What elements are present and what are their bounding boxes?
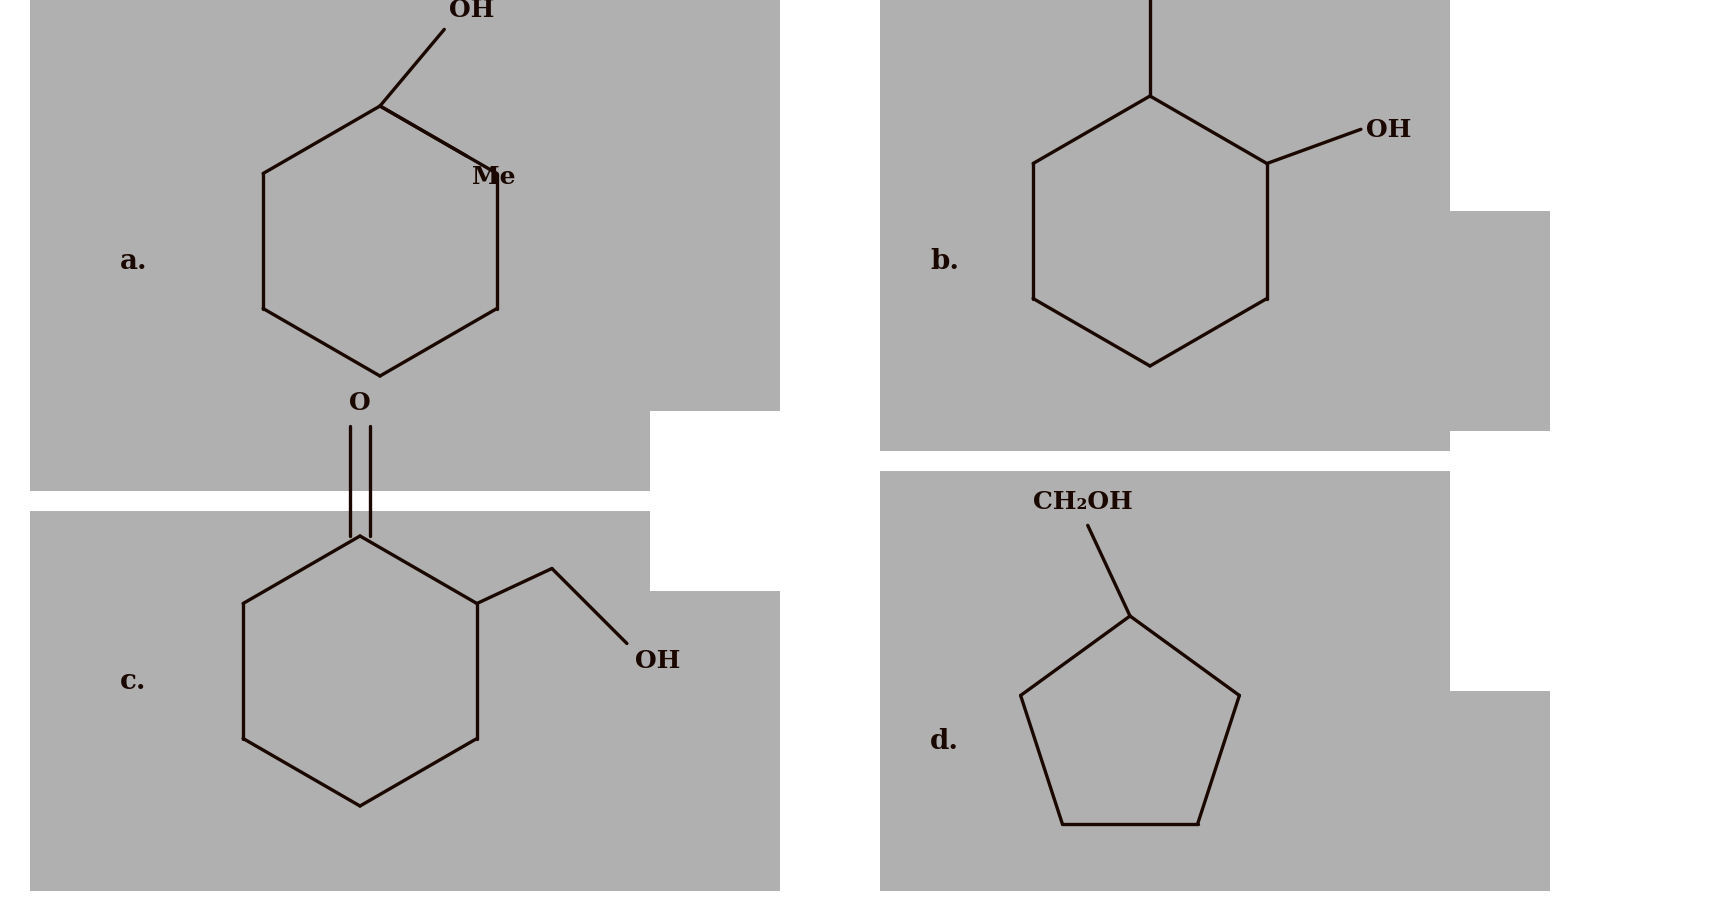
Polygon shape: [880, 472, 1549, 891]
Text: a.: a.: [120, 248, 147, 275]
Polygon shape: [880, 0, 1549, 452]
Text: OH: OH: [1366, 118, 1411, 142]
Text: OH: OH: [449, 0, 495, 23]
Text: OH: OH: [635, 649, 680, 672]
Text: d.: d.: [930, 728, 959, 754]
Text: O: O: [349, 391, 372, 415]
Text: c.: c.: [120, 668, 147, 695]
Text: Me: Me: [471, 165, 515, 189]
Text: b.: b.: [930, 248, 959, 275]
Polygon shape: [31, 511, 781, 891]
Text: CH₂OH: CH₂OH: [1032, 490, 1133, 514]
Polygon shape: [31, 0, 781, 491]
